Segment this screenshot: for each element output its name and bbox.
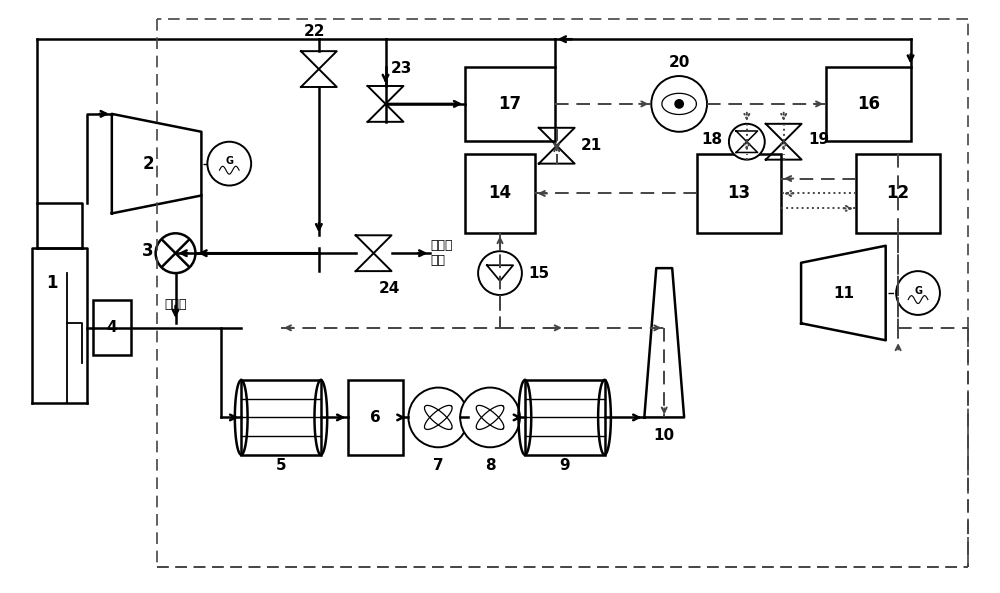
Text: 1: 1 — [46, 274, 58, 292]
Bar — [856, 154, 940, 233]
Circle shape — [651, 76, 707, 132]
Text: 12: 12 — [887, 184, 910, 202]
Text: 7: 7 — [433, 458, 444, 473]
Circle shape — [896, 271, 940, 315]
Text: 9: 9 — [559, 458, 570, 473]
Text: 11: 11 — [833, 285, 854, 301]
Text: 3: 3 — [142, 242, 153, 260]
Text: 6: 6 — [370, 410, 381, 425]
Bar — [465, 154, 535, 233]
Text: 2: 2 — [143, 155, 154, 173]
Bar — [348, 380, 403, 455]
Bar — [241, 380, 321, 455]
Text: 24: 24 — [379, 281, 400, 296]
Text: 5: 5 — [276, 458, 286, 473]
Text: 17: 17 — [498, 95, 522, 113]
Text: 19: 19 — [809, 132, 830, 147]
Text: 23: 23 — [391, 61, 412, 76]
Circle shape — [478, 251, 522, 295]
Circle shape — [408, 388, 468, 447]
Text: 8: 8 — [485, 458, 495, 473]
Text: 13: 13 — [727, 184, 750, 202]
Circle shape — [729, 124, 765, 160]
Text: 循环冷
却水: 循环冷 却水 — [430, 239, 453, 267]
Circle shape — [460, 388, 520, 447]
Circle shape — [675, 100, 683, 108]
Text: 16: 16 — [857, 95, 880, 113]
Text: G: G — [225, 157, 233, 167]
Circle shape — [207, 142, 251, 186]
Text: 22: 22 — [304, 24, 326, 39]
Text: 21: 21 — [581, 138, 602, 153]
Bar — [93, 301, 131, 355]
Text: G: G — [914, 286, 922, 296]
Bar — [465, 66, 555, 141]
Bar — [697, 154, 781, 233]
Text: 20: 20 — [668, 55, 690, 69]
Text: 14: 14 — [488, 184, 512, 202]
Text: 凝结水: 凝结水 — [164, 298, 187, 311]
Bar — [826, 66, 911, 141]
Text: 15: 15 — [528, 266, 549, 280]
Text: 10: 10 — [654, 428, 675, 443]
Bar — [525, 380, 605, 455]
Circle shape — [156, 233, 195, 273]
Text: 18: 18 — [701, 132, 722, 147]
Text: 4: 4 — [107, 320, 117, 336]
